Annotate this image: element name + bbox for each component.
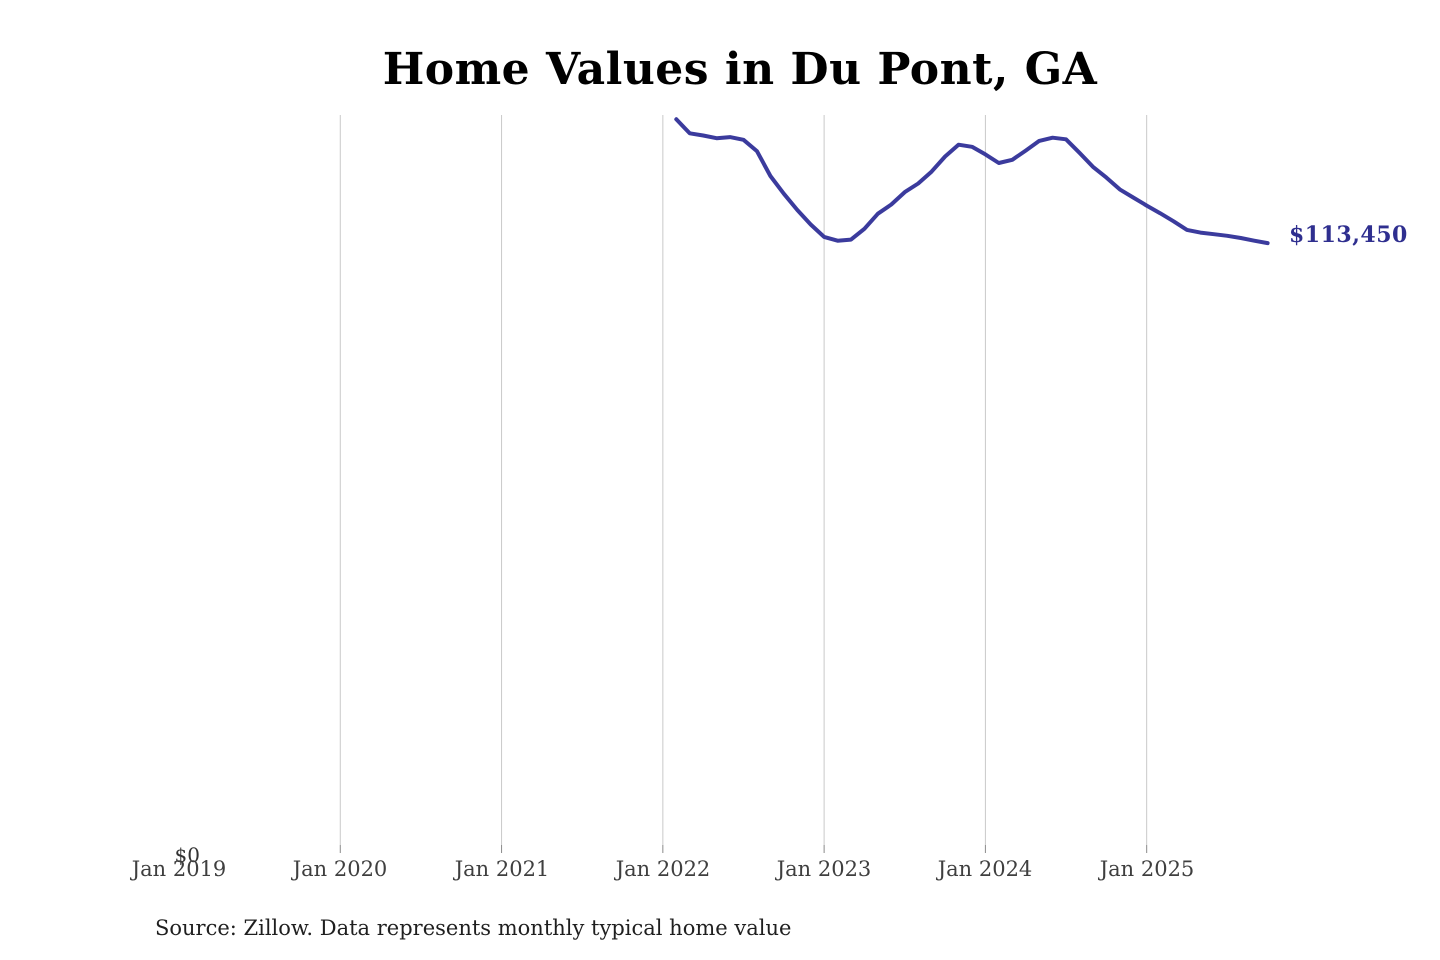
x-axis-label-2021: Jan 2021 bbox=[454, 857, 550, 881]
end-value-label: $113,450 bbox=[1289, 222, 1408, 248]
x-axis-label-2022: Jan 2022 bbox=[615, 857, 711, 881]
x-axis-label-2023: Jan 2023 bbox=[776, 857, 872, 881]
x-axis-label-2025: Jan 2025 bbox=[1099, 857, 1195, 881]
x-axis-label-2024: Jan 2024 bbox=[937, 857, 1033, 881]
source-note: Source: Zillow. Data represents monthly … bbox=[155, 916, 792, 940]
chart-title: Home Values in Du Pont, GA bbox=[382, 44, 1098, 95]
y-axis-zero-label: $0 bbox=[174, 843, 200, 867]
home-value-line bbox=[674, 117, 1270, 246]
x-axis-label-2020: Jan 2020 bbox=[292, 857, 388, 881]
x-axis-label-2019: Jan 2019 bbox=[131, 857, 227, 881]
